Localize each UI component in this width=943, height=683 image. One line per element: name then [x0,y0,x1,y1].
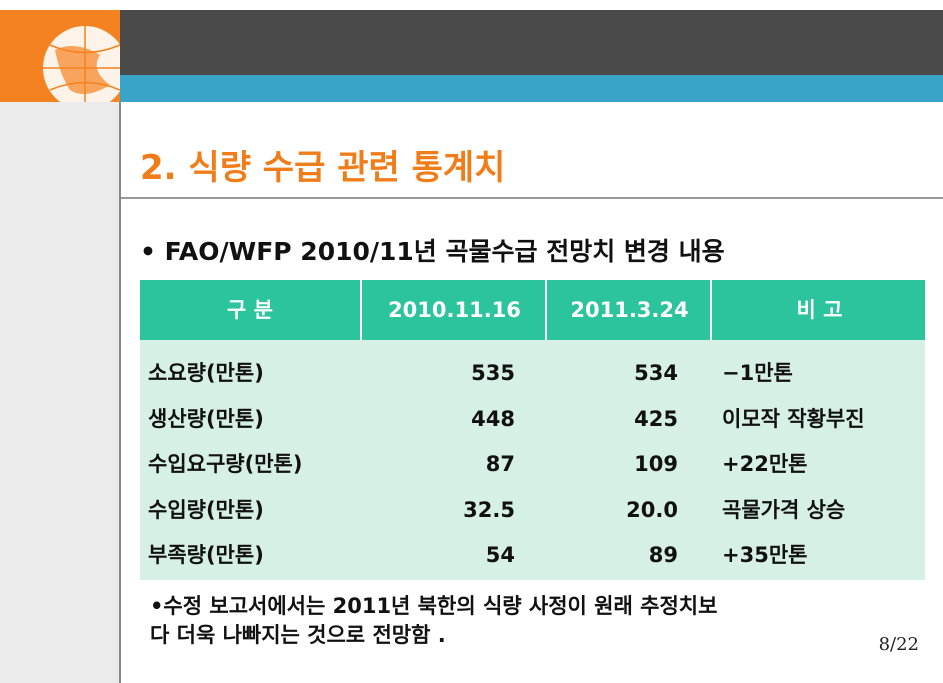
table-cell: 89 [648,543,678,567]
note-line: •수정 보고서에서는 2011년 북한의 식량 사정이 원래 추정치보 [150,594,718,618]
table-cell: 425 [634,406,678,431]
table-cell: 534 [634,361,678,385]
table-cell: +22만톤 [722,452,808,476]
header-cell: 구 분 [227,298,273,322]
table-cell: 수입요구량(만톤) [148,452,303,476]
table-cell: 32.5 [463,497,515,522]
table-cell: 소요량(만톤) [148,361,264,385]
header-cell: 2010.11.16 [360,280,547,340]
table-cell: 87 [485,452,515,476]
table-cell: 54 [485,543,515,567]
header-blue-bar [120,75,943,102]
header-cell: 2011.3.24 [545,280,712,340]
table-header: 구 분 2010.11.16 2011.3.24 비 고 [140,280,925,340]
table-cell: 448 [471,406,515,431]
table-cell: 이모작 작황부진 [722,406,865,431]
title: 2. 식량 수급 관련 통계치 [140,148,506,188]
table-cell: −1만톤 [722,361,793,385]
left-strip [0,100,119,683]
note-line: 다 더욱 나빠지는 것으로 전망함 . [150,623,446,647]
table-cell: 생산량(만톤) [148,406,264,431]
logo-box [0,10,120,102]
header-cell: 비 고 [710,280,927,340]
table-cell: 109 [634,452,678,476]
title-rule [121,197,943,199]
table-cell: 20.0 [626,497,678,522]
table-cell: 수입량(만톤) [148,497,264,522]
table-cell: 곡물가격 상승 [722,497,846,522]
table: 구 분 2010.11.16 2011.3.24 비 고 소요량(만톤) 535 534 −… [140,280,925,580]
globe-icon [43,26,120,102]
header-dark-bar [120,10,943,75]
bullet: • FAO/WFP 2010/11년 곡물수급 전망치 변경 내용 [140,237,725,266]
table-cell: 부족량(만톤) [148,543,264,567]
table-cell: +35만톤 [722,543,808,567]
table-cell: 535 [471,361,515,385]
page-number: 8/22 [878,634,919,655]
left-rule [119,100,121,683]
